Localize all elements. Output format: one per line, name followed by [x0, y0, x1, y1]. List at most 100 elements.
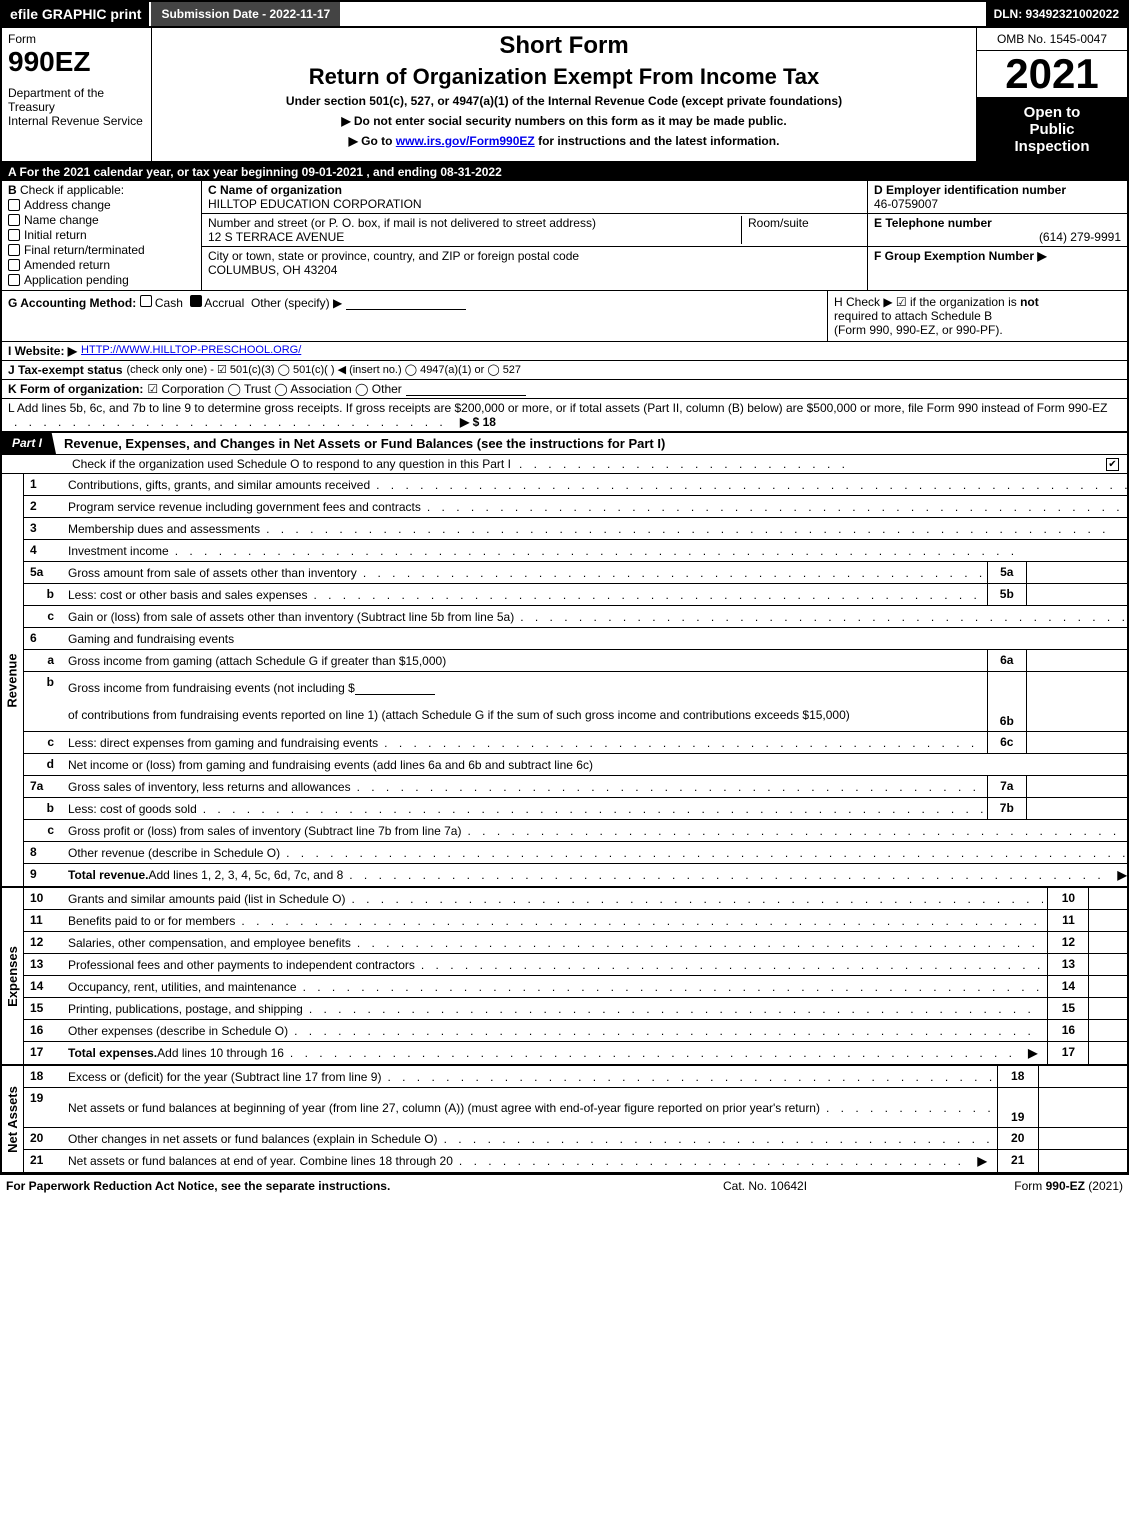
dept-treasury: Department of the Treasury: [8, 86, 145, 114]
ln-6a: a: [24, 650, 64, 671]
desc-3: Membership dues and assessments: [68, 522, 260, 536]
num-18: 18: [997, 1066, 1039, 1087]
h-text2: required to attach Schedule B: [834, 309, 1121, 323]
entity-info: B Check if applicable: Address change Na…: [0, 181, 1129, 291]
subval-6c: [1027, 732, 1129, 753]
part-i-dots: . . . . . . . . . . . . . . . . . . . . …: [511, 457, 857, 471]
chk-amended-return[interactable]: [8, 259, 20, 271]
arrow-9: ▶: [1112, 868, 1129, 882]
ln-19: 19: [24, 1088, 64, 1127]
val-21: 249,352: [1039, 1150, 1129, 1172]
chk-address-change[interactable]: [8, 199, 20, 211]
dots: . . . . . . . . . . . . . . . . . . . . …: [461, 824, 1129, 838]
desc-14: Occupancy, rent, utilities, and maintena…: [68, 980, 297, 994]
omb-number: OMB No. 1545-0047: [977, 28, 1127, 51]
val-12: [1089, 932, 1129, 953]
netassets-section: Net Assets 18 Excess or (deficit) for th…: [2, 1064, 1127, 1172]
desc-7b: Less: cost of goods sold: [68, 802, 197, 816]
main-title: Return of Organization Exempt From Incom…: [160, 64, 968, 90]
l-dots: . . . . . . . . . . . . . . . . . . . . …: [8, 415, 460, 429]
opt-application-pending: Application pending: [24, 273, 129, 287]
ln-20: 20: [24, 1128, 64, 1149]
goto-post: for instructions and the latest informat…: [535, 134, 780, 148]
desc-15: Printing, publications, postage, and shi…: [68, 1002, 303, 1016]
num-17: 17: [1047, 1042, 1089, 1064]
chk-name-change[interactable]: [8, 214, 20, 226]
form-label: Form: [8, 32, 145, 46]
desc-8: Other revenue (describe in Schedule O): [68, 846, 280, 860]
goto-link[interactable]: www.irs.gov/Form990EZ: [396, 134, 535, 148]
open-line-1: Open to: [981, 104, 1123, 121]
footer-mid: Cat. No. 10642I: [723, 1179, 923, 1193]
desc-20: Other changes in net assets or fund bala…: [68, 1132, 438, 1146]
ln-13: 13: [24, 954, 64, 975]
g-other-line[interactable]: [346, 296, 466, 310]
section-a-tax-year: A For the 2021 calendar year, or tax yea…: [0, 163, 1129, 181]
val-17: 598: [1089, 1042, 1129, 1064]
dots: . . . . . . . . . . . . . . . . . . . . …: [345, 892, 1043, 906]
chk-initial-return[interactable]: [8, 229, 20, 241]
ln-10: 10: [24, 888, 64, 909]
dots: . . . . . . . . . . . . . . . . . . . . …: [197, 802, 983, 816]
dots: . . . . . . . . . . . . . . . . . . . . …: [381, 1070, 992, 1084]
open-to-public: Open to Public Inspection: [977, 98, 1127, 161]
ln-3: 3: [24, 518, 64, 539]
desc-9-rest: Add lines 1, 2, 3, 4, 5c, 6d, 7c, and 8: [148, 868, 343, 882]
desc-6a: Gross income from gaming (attach Schedul…: [68, 654, 446, 668]
dots: . . . . . . . . . . . . . . . . . . . . …: [280, 846, 1129, 860]
dots: . . . . . . . . . . . . . . . . . . . . …: [820, 1101, 993, 1115]
desc-17-rest: Add lines 10 through 16: [157, 1046, 284, 1060]
val-19: 249,932: [1039, 1088, 1129, 1127]
sub-6b: 6b: [987, 672, 1027, 731]
g-other: Other (specify) ▶: [251, 296, 342, 310]
dots: . . . . . . . . . . . . . . . . . . . . …: [260, 522, 1129, 536]
desc-6c: Less: direct expenses from gaming and fu…: [68, 736, 378, 750]
submission-date-button[interactable]: Submission Date - 2022-11-17: [149, 2, 340, 26]
val-20: [1039, 1128, 1129, 1149]
dots: . . . . . . . . . . . . . . . . . . . . …: [415, 958, 1044, 972]
subval-5b: [1027, 584, 1129, 605]
subval-7a: [1027, 776, 1129, 797]
dots: . . . . . . . . . . . . . . . . . . . . …: [307, 588, 982, 602]
expenses-section: Expenses 10 Grants and similar amounts p…: [2, 886, 1127, 1064]
k-other-line[interactable]: [406, 382, 526, 396]
ln-7b: b: [24, 798, 64, 819]
opt-initial-return: Initial return: [24, 228, 87, 242]
desc-2: Program service revenue including govern…: [68, 500, 421, 514]
ln-4: 4: [24, 540, 64, 561]
tax-year: 2021: [977, 51, 1127, 98]
form-header: Form 990EZ Department of the Treasury In…: [0, 28, 1129, 163]
desc-21: Net assets or fund balances at end of ye…: [68, 1154, 453, 1168]
chk-final-return[interactable]: [8, 244, 20, 256]
subval-7b: [1027, 798, 1129, 819]
ssn-warning: ▶ Do not enter social security numbers o…: [160, 114, 968, 128]
k-label: K Form of organization:: [8, 382, 143, 396]
g-accrual: Accrual: [204, 296, 244, 310]
open-line-2: Public: [981, 121, 1123, 138]
dots: . . . . . . . . . . . . . . . . . . . . …: [378, 736, 983, 750]
j-text: (check only one) - ☑ 501(c)(3) ◯ 501(c)(…: [127, 363, 522, 376]
sub-5b: 5b: [987, 584, 1027, 605]
website-link[interactable]: HTTP://WWW.HILLTOP-PRESCHOOL.ORG/: [81, 344, 301, 356]
chk-accrual[interactable]: [190, 295, 202, 307]
short-form-title: Short Form: [160, 32, 968, 60]
dots: . . . . . . . . . . . . . . . . . . . . …: [235, 914, 1043, 928]
ln-6c: c: [24, 732, 64, 753]
desc-11: Benefits paid to or for members: [68, 914, 235, 928]
6b-blank[interactable]: [355, 681, 435, 695]
opt-name-change: Name change: [24, 213, 99, 227]
g-cash: Cash: [155, 296, 183, 310]
sub-7a: 7a: [987, 776, 1027, 797]
subval-6b: [1027, 672, 1129, 731]
sub-7b: 7b: [987, 798, 1027, 819]
goto-row: ▶ Go to www.irs.gov/Form990EZ for instru…: [160, 134, 968, 148]
h-text3: (Form 990, 990-EZ, or 990-PF).: [834, 323, 1121, 337]
chk-application-pending[interactable]: [8, 274, 20, 286]
chk-cash[interactable]: [140, 295, 152, 307]
header-middle: Short Form Return of Organization Exempt…: [152, 28, 977, 161]
ln-16: 16: [24, 1020, 64, 1041]
footer-right-post: (2021): [1085, 1179, 1123, 1193]
part-i-checkbox[interactable]: ✔: [1106, 458, 1119, 471]
part-i-sub: Check if the organization used Schedule …: [0, 455, 1129, 474]
footer-right-bold: 990-EZ: [1046, 1179, 1085, 1193]
